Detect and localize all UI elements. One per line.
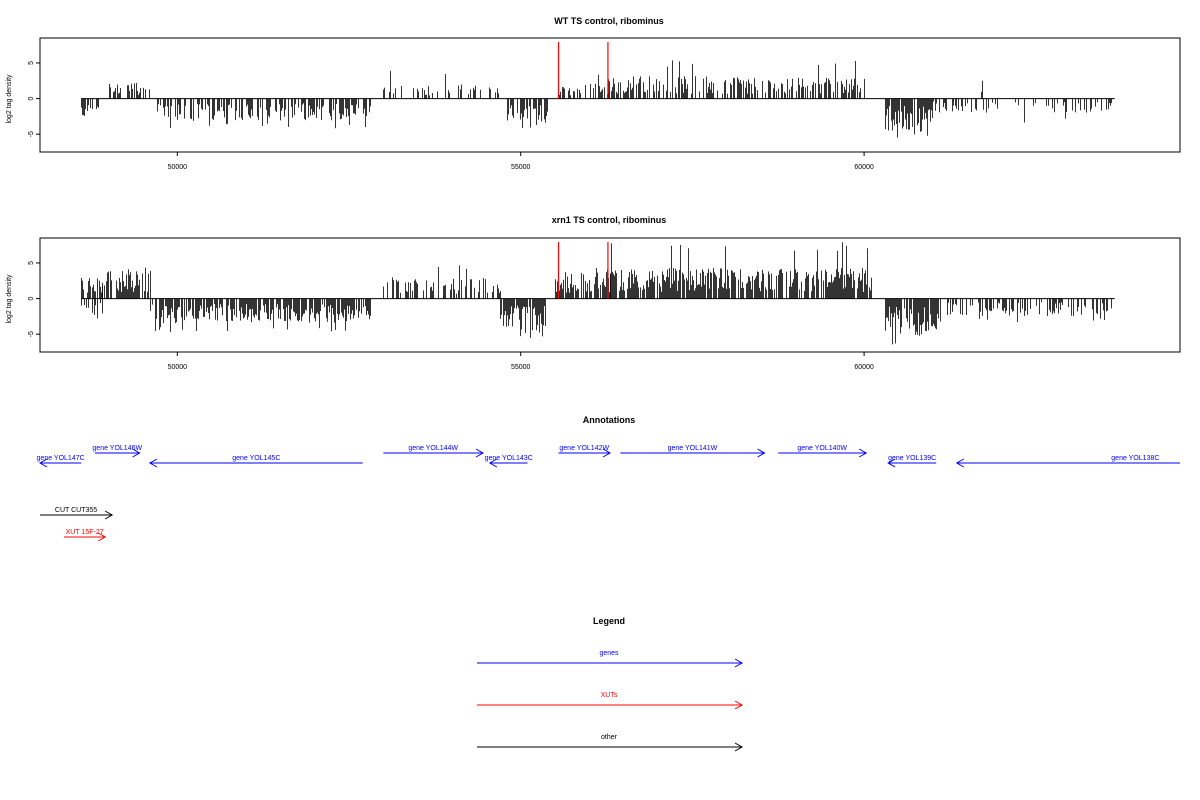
legend-label: genes xyxy=(599,650,619,657)
density-bars xyxy=(81,60,1112,138)
arrow-head xyxy=(488,458,498,468)
legend-item: genes xyxy=(477,650,744,668)
feature-label: XUT 15F-27 xyxy=(66,529,104,536)
x-tick-label: 50000 xyxy=(168,364,188,371)
ylabel-group: log2 tag density xyxy=(6,74,13,124)
x-tick-label: 60000 xyxy=(854,364,874,371)
plot-frame xyxy=(39,237,1181,353)
x-tick-label: 60000 xyxy=(854,164,874,171)
y-tick-label: 5 xyxy=(28,261,35,265)
x-tick-label: 55000 xyxy=(511,364,531,371)
feature-label: gene YOL142W xyxy=(559,445,609,452)
feature-arrow: gene YOL138C xyxy=(955,455,1180,468)
boundary-markers xyxy=(557,42,609,99)
legend-items: genes XUTs other xyxy=(477,650,744,752)
arrow-head xyxy=(757,448,766,458)
plot-frame xyxy=(39,37,1181,153)
arrow-head xyxy=(475,448,484,458)
wt-density-panel: WT TS control, ribominus log2 tag densit… xyxy=(6,16,1181,171)
feature-arrow: gene YOL146W xyxy=(92,445,142,458)
x-axis: 50000 55000 60000 xyxy=(168,152,874,171)
feature-label: gene YOL138C xyxy=(1111,455,1159,462)
y-axis: -5 0 5 xyxy=(28,261,40,337)
arrow-head xyxy=(38,458,48,468)
feature-arrow: gene YOL143C xyxy=(485,455,533,468)
legend-item: XUTs xyxy=(477,692,744,710)
y-axis: -5 0 5 xyxy=(28,61,40,137)
x-axis: 50000 55000 60000 xyxy=(168,352,874,371)
legend-item: other xyxy=(477,734,744,752)
arrow-head xyxy=(148,458,158,468)
x-tick-label: 50000 xyxy=(168,164,188,171)
arrow-head xyxy=(734,700,744,710)
feature-arrow: gene YOL139C xyxy=(887,455,936,468)
y-tick-label: 0 xyxy=(28,97,35,101)
feature-arrow: gene YOL147C xyxy=(37,455,85,468)
feature-label: gene YOL147C xyxy=(37,455,85,462)
arrow-head xyxy=(887,458,896,468)
feature-label: gene YOL141W xyxy=(668,445,718,452)
feature-arrow: XUT 15F-27 xyxy=(64,529,107,542)
arrow-head xyxy=(734,742,744,752)
density-bars xyxy=(81,242,1112,345)
panel-title: WT TS control, ribominus xyxy=(554,16,664,26)
arrow-head xyxy=(858,448,868,458)
arrow-head xyxy=(955,458,965,468)
feature-arrows: gene YOL147C gene YOL146W gene YOL145C gene… xyxy=(37,445,1180,542)
arrow-head xyxy=(104,510,114,520)
y-axis-label: log2 tag density xyxy=(6,274,13,324)
feature-arrow: gene YOL142W xyxy=(558,445,612,458)
y-axis-label: log2 tag density xyxy=(6,74,13,124)
x-tick-label: 55000 xyxy=(511,164,531,171)
y-tick-label: -5 xyxy=(28,331,35,337)
feature-arrow: gene YOL141W xyxy=(620,445,766,458)
legend-title: Legend xyxy=(593,616,625,626)
feature-label: gene YOL140W xyxy=(797,445,847,452)
xrn1-density-panel: xrn1 TS control, ribominus log2 tag dens… xyxy=(6,215,1181,371)
panel-title: xrn1 TS control, ribominus xyxy=(552,215,667,225)
y-tick-label: -5 xyxy=(28,131,35,137)
feature-label: CUT CUT355 xyxy=(55,507,97,514)
legend-label: other xyxy=(601,734,618,741)
feature-arrow: gene YOL145C xyxy=(148,455,363,468)
feature-label: gene YOL145C xyxy=(232,455,280,462)
feature-arrow: gene YOL144W xyxy=(383,445,484,458)
y-tick-label: 5 xyxy=(28,61,35,65)
feature-arrow: CUT CUT355 xyxy=(40,507,114,520)
legend-label: XUTs xyxy=(601,692,618,699)
boundary-markers xyxy=(557,242,609,299)
feature-arrow: gene YOL140W xyxy=(778,445,868,458)
arrow-head xyxy=(734,658,744,668)
annotations-title: Annotations xyxy=(583,415,636,425)
feature-label: gene YOL143C xyxy=(485,455,533,462)
ylabel-group: log2 tag density xyxy=(6,274,13,324)
feature-label: gene YOL146W xyxy=(92,445,142,452)
arrow-head xyxy=(132,448,141,458)
feature-label: gene YOL139C xyxy=(888,455,936,462)
arrow-head xyxy=(97,532,107,542)
y-tick-label: 0 xyxy=(28,297,35,301)
feature-label: gene YOL144W xyxy=(408,445,458,452)
legend: Legend genes XUTs other xyxy=(477,616,744,752)
arrow-head xyxy=(602,448,612,458)
